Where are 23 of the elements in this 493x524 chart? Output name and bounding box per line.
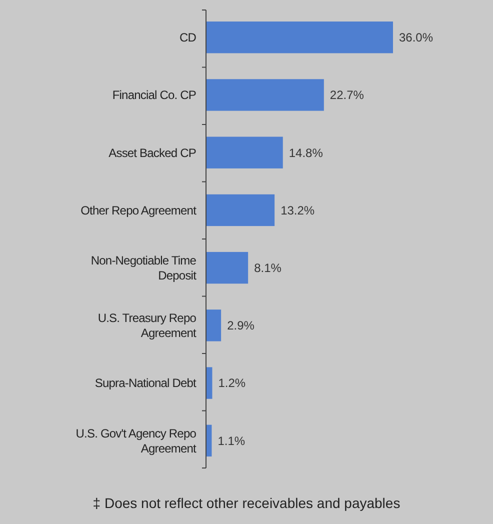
- bar: [206, 310, 222, 342]
- data-label: 2.9%: [227, 318, 255, 333]
- y-tick-label: Non-Negotiable Time Deposit: [90, 254, 198, 283]
- y-tick-label: Asset Backed CP: [108, 146, 196, 160]
- y-tick-label: U.S. Treasury Repo Agreement: [98, 311, 198, 340]
- y-tick-label: U.S. Gov't Agency Repo Agreement: [76, 426, 198, 456]
- y-tick-label: Supra-National Debt: [94, 376, 198, 390]
- data-label: 8.1%: [254, 261, 282, 276]
- y-tick-label: CD: [179, 30, 197, 45]
- y-tick-label: Financial Co. CP: [112, 88, 196, 102]
- bar: [206, 79, 324, 111]
- data-label: 13.2%: [280, 203, 315, 218]
- bar: [206, 252, 248, 284]
- data-label: 22.7%: [330, 88, 364, 102]
- text: ‡ Does not reflect other receivables and payables: [92, 495, 400, 511]
- bar: [206, 22, 393, 54]
- bar: [206, 136, 283, 168]
- data-label: 14.8%: [288, 146, 324, 160]
- bar: [206, 194, 275, 226]
- data-label: 1.2%: [218, 376, 246, 390]
- y-tick-label: Other Repo Agreement: [80, 203, 198, 218]
- data-label: 1.1%: [218, 434, 246, 448]
- data-label: 36.0%: [399, 30, 434, 45]
